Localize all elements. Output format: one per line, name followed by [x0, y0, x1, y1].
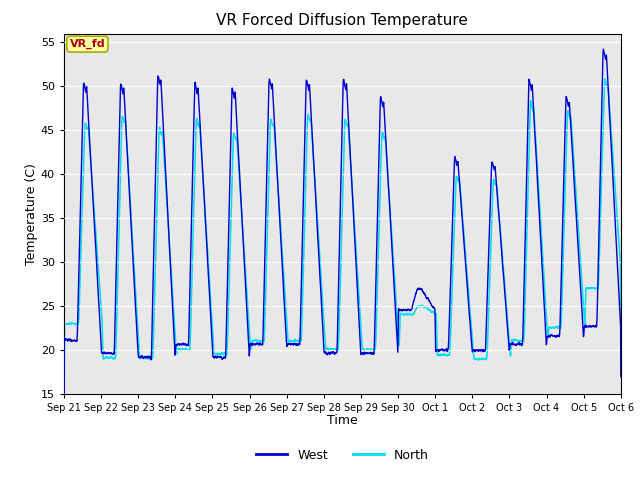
Text: VR_fd: VR_fd: [70, 39, 105, 49]
Title: VR Forced Diffusion Temperature: VR Forced Diffusion Temperature: [216, 13, 468, 28]
Legend: West, North: West, North: [251, 444, 434, 467]
Y-axis label: Temperature (C): Temperature (C): [25, 163, 38, 264]
X-axis label: Time: Time: [327, 414, 358, 427]
